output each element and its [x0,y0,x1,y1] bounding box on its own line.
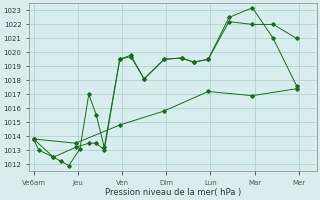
X-axis label: Pression niveau de la mer( hPa ): Pression niveau de la mer( hPa ) [105,188,241,197]
